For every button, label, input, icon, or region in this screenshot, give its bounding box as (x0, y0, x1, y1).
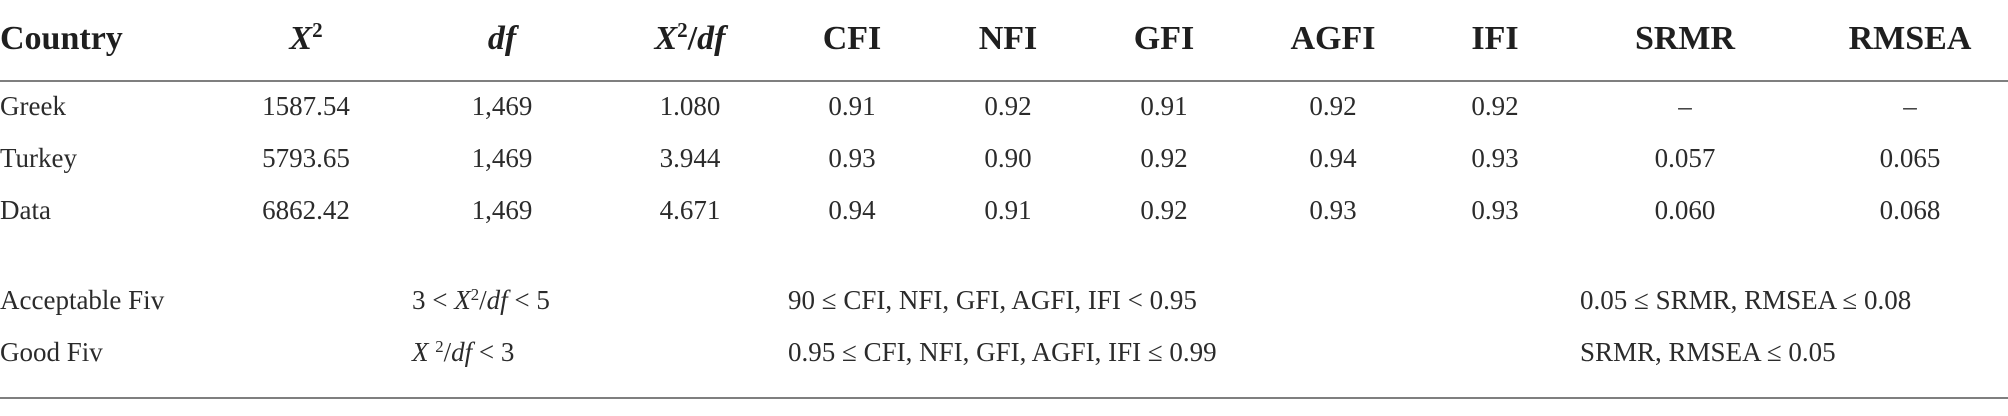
row-chi-square: 5793.65 (262, 143, 350, 173)
row-chi-square-df: 3.944 (659, 143, 721, 173)
header-cfi: CFI (822, 20, 882, 57)
row-gfi: 0.91 (1140, 91, 1188, 121)
header-ifi: IFI (1471, 20, 1519, 57)
row-rmsea: 0.065 (1879, 143, 1941, 173)
row-chi-square: 1587.54 (262, 91, 350, 121)
row-cfi: 0.91 (828, 91, 876, 121)
row-rmsea: 0.068 (1879, 195, 1941, 225)
row-country: Greek (0, 91, 66, 121)
row-nfi: 0.91 (984, 195, 1032, 225)
row-gfi: 0.92 (1140, 143, 1188, 173)
row-df: 1,469 (471, 143, 533, 173)
row-country: Data (0, 195, 51, 225)
header-chi-square-df: X2/df (654, 18, 726, 57)
criteria-residual-indices: SRMR, RMSEA ≤ 0.05 (1580, 337, 1836, 367)
row-agfi: 0.92 (1309, 91, 1357, 121)
row-df: 1,469 (471, 195, 533, 225)
header-country: Country (0, 20, 123, 57)
header-rmsea: RMSEA (1848, 20, 1972, 57)
row-cfi: 0.94 (828, 195, 876, 225)
criteria-incremental-indices: 90 ≤ CFI, NFI, GFI, AGFI, IFI < 0.95 (788, 285, 1197, 315)
header-srmr: SRMR (1634, 20, 1736, 57)
criteria-chi-square-df: X 2/df < 3 (412, 336, 515, 367)
row-srmr: 0.060 (1654, 195, 1716, 225)
row-srmr: – (1678, 91, 1692, 121)
header-gfi: GFI (1133, 20, 1195, 57)
row-ifi: 0.92 (1471, 91, 1519, 121)
header-df: df (487, 20, 517, 57)
row-ifi: 0.93 (1471, 143, 1519, 173)
row-srmr: 0.057 (1654, 143, 1716, 173)
row-chi-square: 6862.42 (262, 195, 350, 225)
header-rule (0, 80, 2008, 82)
row-agfi: 0.93 (1309, 195, 1357, 225)
row-nfi: 0.92 (984, 91, 1032, 121)
row-rmsea: – (1903, 91, 1917, 121)
criteria-label: Acceptable Fiv (0, 285, 165, 315)
row-chi-square-df: 4.671 (659, 195, 721, 225)
bottom-rule (0, 397, 2008, 399)
row-df: 1,469 (471, 91, 533, 121)
row-ifi: 0.93 (1471, 195, 1519, 225)
criteria-chi-square-df: 3 < X2/df < 5 (412, 284, 550, 315)
criteria-incremental-indices: 0.95 ≤ CFI, NFI, GFI, AGFI, IFI ≤ 0.99 (788, 337, 1217, 367)
row-cfi: 0.93 (828, 143, 876, 173)
row-nfi: 0.90 (984, 143, 1032, 173)
row-agfi: 0.94 (1309, 143, 1357, 173)
row-chi-square-df: 1.080 (659, 91, 721, 121)
header-chi-square: X2 (289, 18, 323, 57)
header-nfi: NFI (978, 20, 1038, 57)
row-country: Turkey (0, 143, 78, 173)
criteria-label: Good Fiv (0, 337, 103, 367)
row-gfi: 0.92 (1140, 195, 1188, 225)
header-agfi: AGFI (1290, 20, 1376, 57)
criteria-residual-indices: 0.05 ≤ SRMR, RMSEA ≤ 0.08 (1580, 285, 1912, 315)
